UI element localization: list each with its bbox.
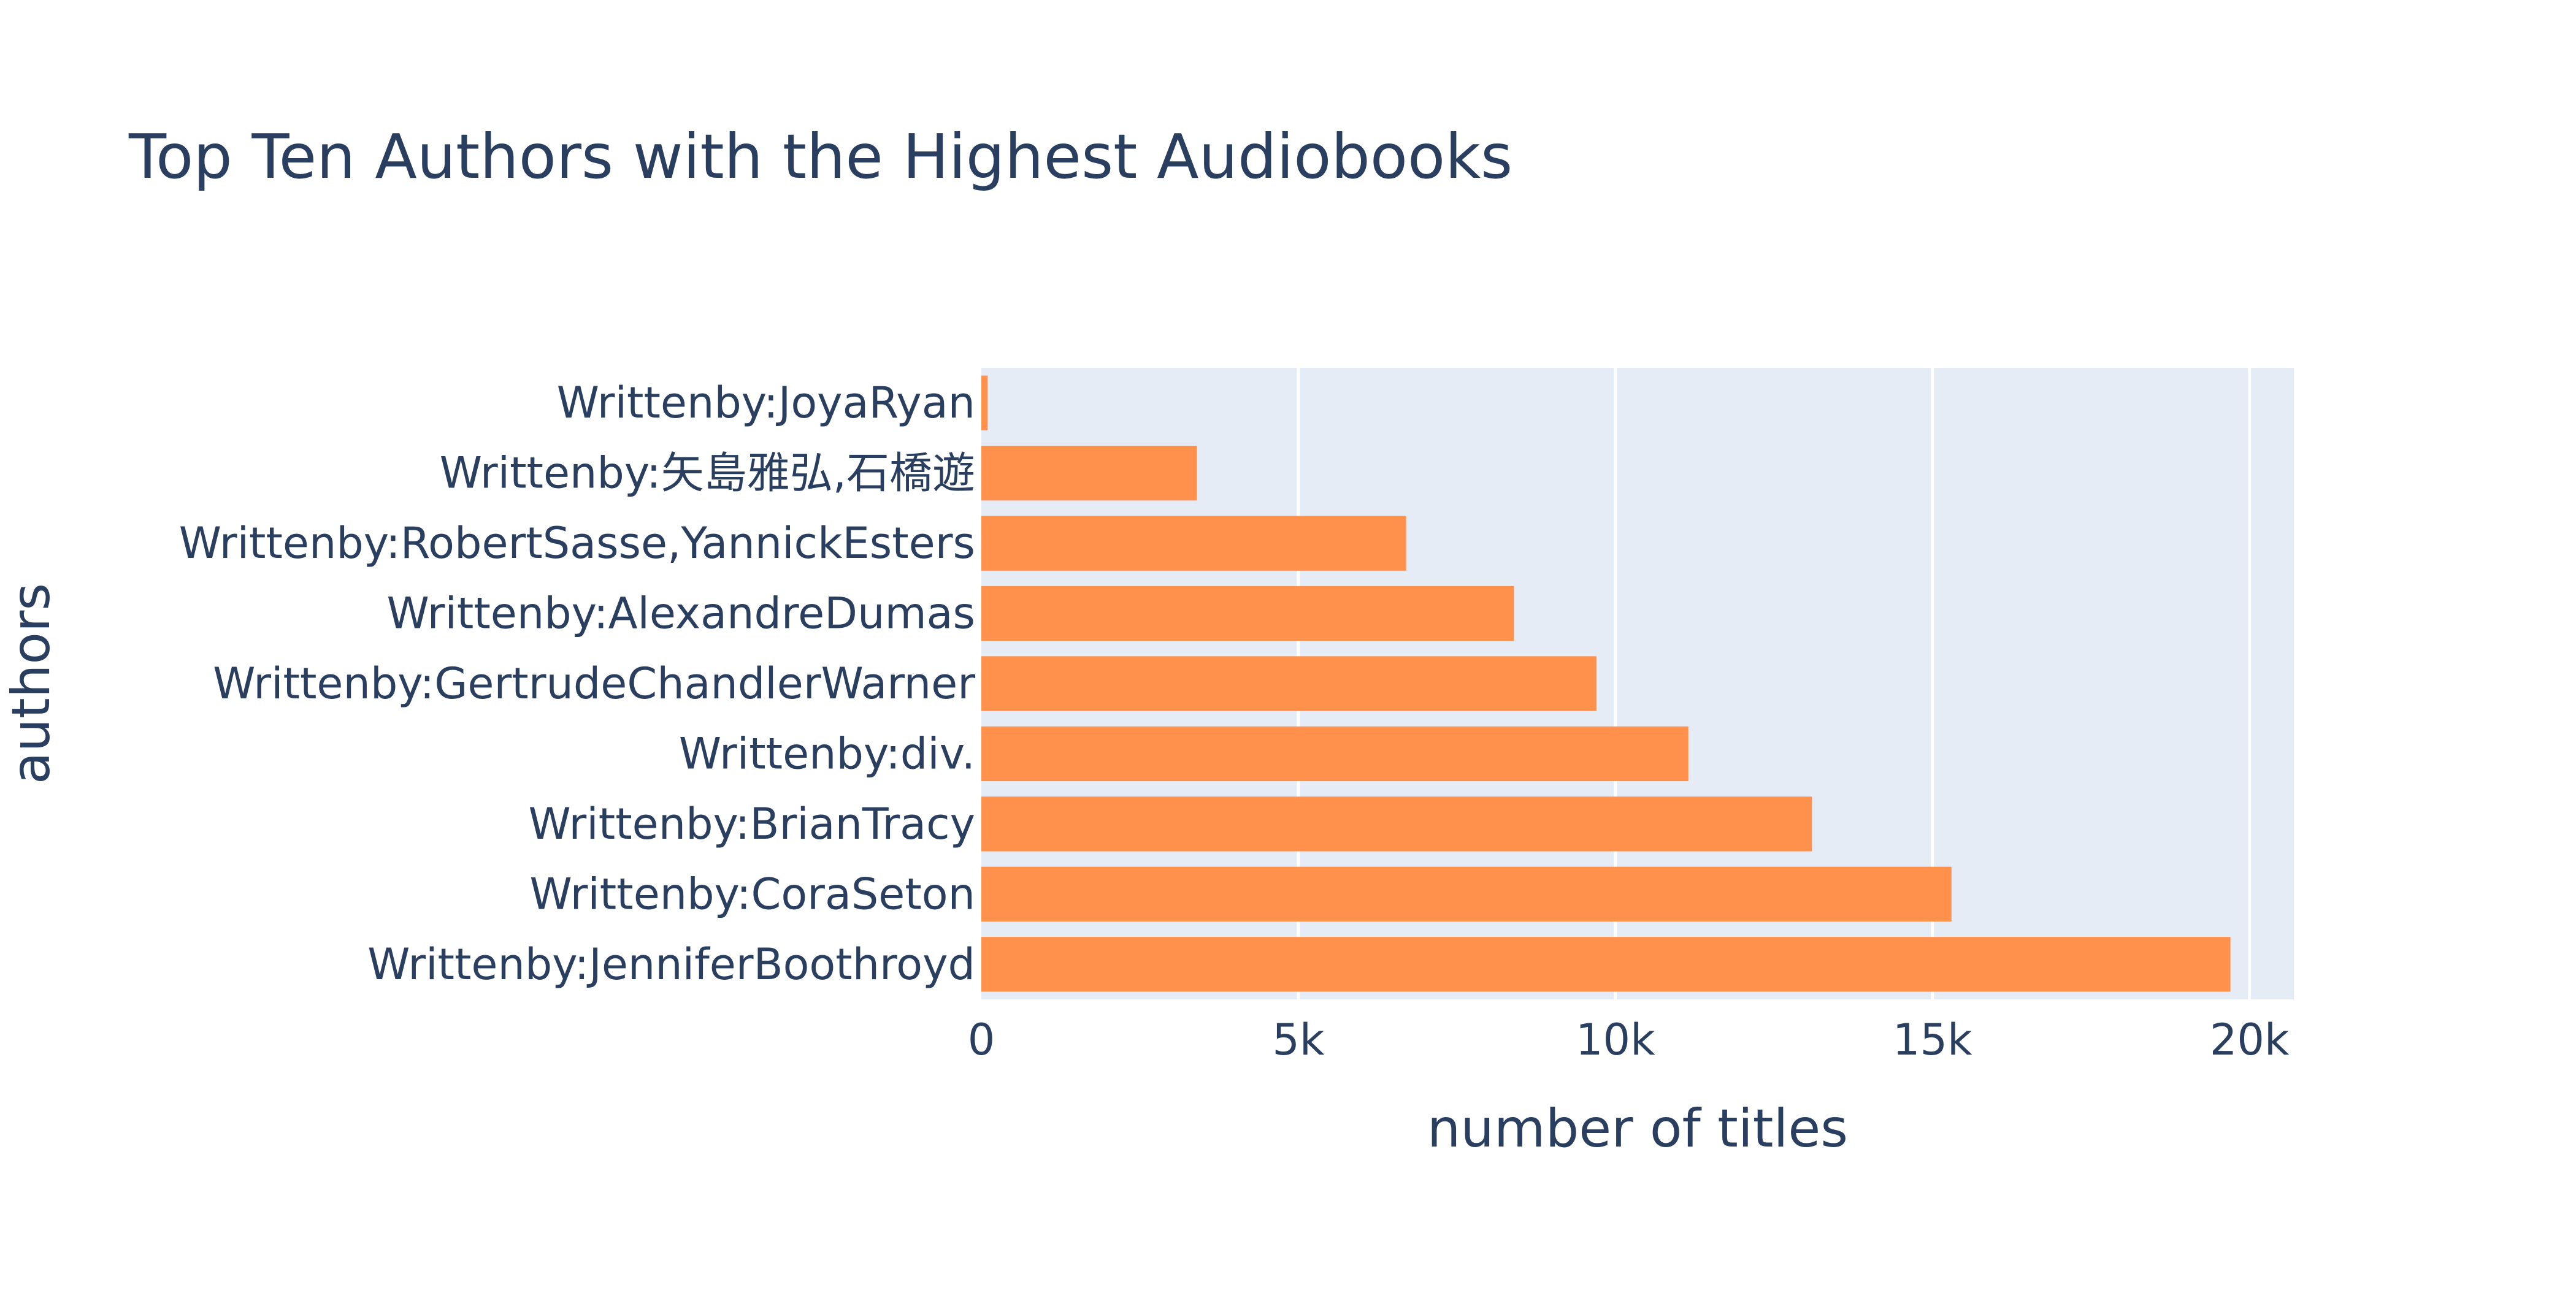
bar-9[interactable] [981, 937, 2231, 992]
bar-8[interactable] [981, 866, 1952, 922]
y-tick-label-9: Writtenby:JenniferBoothroyd [367, 939, 975, 990]
y-tick-label-2: Writtenby:矢島雅弘,石橋遊 [440, 448, 975, 498]
y-tick-labels: Writtenby:JoyaRyan Writtenby:矢島雅弘,石橋遊 Writ… [179, 378, 975, 990]
y-tick-label-6: Writtenby:div. [679, 728, 975, 779]
x-tick-label-20k: 20k [2210, 1015, 2290, 1065]
bar-3[interactable] [981, 516, 1406, 571]
bar-1[interactable] [981, 375, 988, 430]
y-tick-label-1: Writtenby:JoyaRyan [557, 378, 975, 428]
x-tick-label-5k: 5k [1272, 1015, 1325, 1065]
y-tick-label-8: Writtenby:CoraSeton [530, 869, 976, 919]
bar-4[interactable] [981, 586, 1514, 641]
x-tick-label-15k: 15k [1893, 1015, 1972, 1065]
bar-2[interactable] [981, 446, 1197, 501]
x-tick-label-10k: 10k [1576, 1015, 1655, 1065]
x-axis-title: number of titles [1427, 1098, 1848, 1159]
bar-6[interactable] [981, 726, 1689, 782]
y-tick-label-3: Writtenby:RobertSasse,YannickEsters [179, 518, 975, 568]
y-tick-label-5: Writtenby:GertrudeChandlerWarner [213, 658, 975, 709]
chart-title: Top Ten Authors with the Highest Audiobo… [128, 121, 1512, 193]
y-tick-label-4: Writtenby:AlexandreDumas [387, 589, 975, 639]
bar-7[interactable] [981, 796, 1812, 852]
y-axis-title: authors [1, 583, 62, 784]
bars [981, 375, 2231, 992]
bar-5[interactable] [981, 656, 1597, 711]
x-tick-label-0: 0 [968, 1015, 995, 1065]
x-tick-labels: 0 5k 10k 15k 20k [968, 1015, 2290, 1065]
y-tick-label-7: Writtenby:BrianTracy [528, 799, 975, 849]
